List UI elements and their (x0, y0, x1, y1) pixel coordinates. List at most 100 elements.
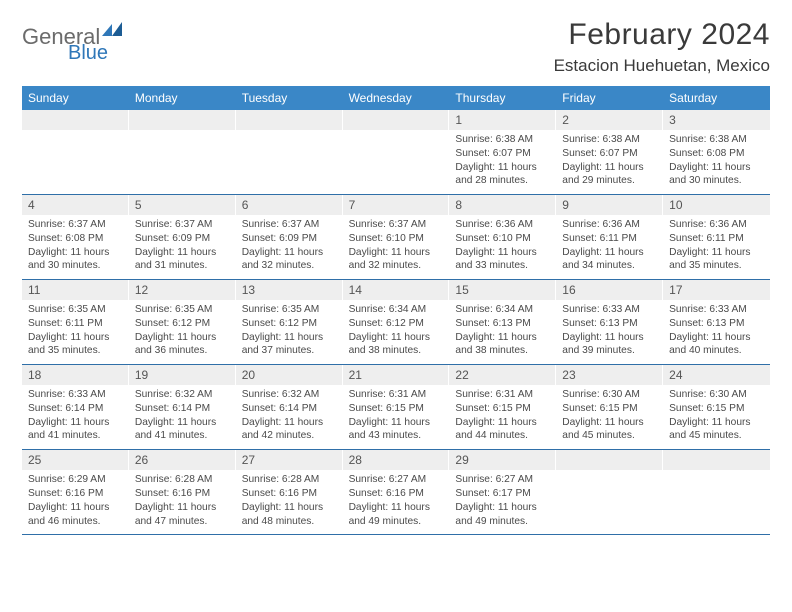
day-content: Sunrise: 6:33 AMSunset: 6:13 PMDaylight:… (663, 300, 770, 364)
sunset-text: Sunset: 6:10 PM (455, 232, 550, 246)
daylight-text: Daylight: 11 hours and 38 minutes. (349, 331, 444, 359)
daylight-text: Daylight: 11 hours and 29 minutes. (562, 161, 657, 189)
daylight-text: Daylight: 11 hours and 43 minutes. (349, 416, 444, 444)
weekday-header: Friday (556, 86, 663, 110)
sunrise-text: Sunrise: 6:36 AM (562, 218, 657, 232)
weekday-header-row: Sunday Monday Tuesday Wednesday Thursday… (22, 86, 770, 110)
sunrise-text: Sunrise: 6:32 AM (242, 388, 337, 402)
day-number: 26 (129, 450, 236, 470)
daylight-text: Daylight: 11 hours and 35 minutes. (28, 331, 123, 359)
day-cell: 26Sunrise: 6:28 AMSunset: 6:16 PMDayligh… (129, 450, 236, 534)
daylight-text: Daylight: 11 hours and 40 minutes. (669, 331, 764, 359)
sunrise-text: Sunrise: 6:36 AM (669, 218, 764, 232)
day-content (663, 470, 770, 532)
day-number: 2 (556, 110, 663, 130)
day-number: 29 (449, 450, 556, 470)
day-number: 23 (556, 365, 663, 385)
daylight-text: Daylight: 11 hours and 32 minutes. (349, 246, 444, 274)
day-content: Sunrise: 6:36 AMSunset: 6:10 PMDaylight:… (449, 215, 556, 279)
sunrise-text: Sunrise: 6:37 AM (135, 218, 230, 232)
week-row: 4Sunrise: 6:37 AMSunset: 6:08 PMDaylight… (22, 195, 770, 280)
day-cell: 4Sunrise: 6:37 AMSunset: 6:08 PMDaylight… (22, 195, 129, 279)
sunrise-text: Sunrise: 6:28 AM (242, 473, 337, 487)
sunset-text: Sunset: 6:11 PM (669, 232, 764, 246)
location-label: Estacion Huehuetan, Mexico (554, 56, 770, 76)
day-cell (129, 110, 236, 194)
sunrise-text: Sunrise: 6:33 AM (562, 303, 657, 317)
daylight-text: Daylight: 11 hours and 35 minutes. (669, 246, 764, 274)
day-number: 22 (449, 365, 556, 385)
calendar-page: General Blue February 2024 Estacion Hueh… (0, 0, 792, 547)
week-row: 1Sunrise: 6:38 AMSunset: 6:07 PMDaylight… (22, 110, 770, 195)
daylight-text: Daylight: 11 hours and 45 minutes. (669, 416, 764, 444)
day-content: Sunrise: 6:38 AMSunset: 6:07 PMDaylight:… (449, 130, 556, 194)
sunrise-text: Sunrise: 6:32 AM (135, 388, 230, 402)
sunrise-text: Sunrise: 6:30 AM (562, 388, 657, 402)
sunset-text: Sunset: 6:11 PM (28, 317, 123, 331)
sunrise-text: Sunrise: 6:37 AM (28, 218, 123, 232)
title-block: February 2024 Estacion Huehuetan, Mexico (554, 18, 770, 76)
day-content: Sunrise: 6:37 AMSunset: 6:08 PMDaylight:… (22, 215, 129, 279)
day-number (236, 110, 343, 130)
day-number: 8 (449, 195, 556, 215)
day-content (129, 130, 236, 192)
week-row: 11Sunrise: 6:35 AMSunset: 6:11 PMDayligh… (22, 280, 770, 365)
sunrise-text: Sunrise: 6:27 AM (455, 473, 550, 487)
sunset-text: Sunset: 6:16 PM (242, 487, 337, 501)
day-cell: 8Sunrise: 6:36 AMSunset: 6:10 PMDaylight… (449, 195, 556, 279)
day-number (556, 450, 663, 470)
week-row: 18Sunrise: 6:33 AMSunset: 6:14 PMDayligh… (22, 365, 770, 450)
logo-text-blue: Blue (68, 42, 108, 65)
day-content: Sunrise: 6:36 AMSunset: 6:11 PMDaylight:… (556, 215, 663, 279)
day-number: 24 (663, 365, 770, 385)
day-cell: 28Sunrise: 6:27 AMSunset: 6:16 PMDayligh… (343, 450, 450, 534)
day-number: 1 (449, 110, 556, 130)
day-number: 14 (343, 280, 450, 300)
daylight-text: Daylight: 11 hours and 28 minutes. (455, 161, 550, 189)
weekday-header: Tuesday (236, 86, 343, 110)
weekday-header: Saturday (663, 86, 770, 110)
day-number: 17 (663, 280, 770, 300)
sunrise-text: Sunrise: 6:31 AM (455, 388, 550, 402)
sunrise-text: Sunrise: 6:38 AM (669, 133, 764, 147)
day-number: 25 (22, 450, 129, 470)
day-cell: 12Sunrise: 6:35 AMSunset: 6:12 PMDayligh… (129, 280, 236, 364)
day-content: Sunrise: 6:30 AMSunset: 6:15 PMDaylight:… (663, 385, 770, 449)
day-number: 12 (129, 280, 236, 300)
header: General Blue February 2024 Estacion Hueh… (22, 18, 770, 76)
sunrise-text: Sunrise: 6:34 AM (455, 303, 550, 317)
day-content: Sunrise: 6:28 AMSunset: 6:16 PMDaylight:… (129, 470, 236, 534)
sunset-text: Sunset: 6:08 PM (28, 232, 123, 246)
day-content (22, 130, 129, 192)
sunset-text: Sunset: 6:13 PM (562, 317, 657, 331)
sunrise-text: Sunrise: 6:30 AM (669, 388, 764, 402)
sunset-text: Sunset: 6:13 PM (669, 317, 764, 331)
daylight-text: Daylight: 11 hours and 48 minutes. (242, 501, 337, 529)
sunset-text: Sunset: 6:15 PM (562, 402, 657, 416)
day-number: 4 (22, 195, 129, 215)
daylight-text: Daylight: 11 hours and 49 minutes. (455, 501, 550, 529)
day-content: Sunrise: 6:37 AMSunset: 6:09 PMDaylight:… (236, 215, 343, 279)
day-cell: 15Sunrise: 6:34 AMSunset: 6:13 PMDayligh… (449, 280, 556, 364)
day-number: 21 (343, 365, 450, 385)
sunset-text: Sunset: 6:14 PM (242, 402, 337, 416)
sunset-text: Sunset: 6:08 PM (669, 147, 764, 161)
day-content: Sunrise: 6:35 AMSunset: 6:12 PMDaylight:… (129, 300, 236, 364)
sunset-text: Sunset: 6:07 PM (562, 147, 657, 161)
sunset-text: Sunset: 6:07 PM (455, 147, 550, 161)
sunset-text: Sunset: 6:10 PM (349, 232, 444, 246)
weekday-header: Monday (129, 86, 236, 110)
day-cell (556, 450, 663, 534)
daylight-text: Daylight: 11 hours and 36 minutes. (135, 331, 230, 359)
day-cell: 7Sunrise: 6:37 AMSunset: 6:10 PMDaylight… (343, 195, 450, 279)
week-row: 25Sunrise: 6:29 AMSunset: 6:16 PMDayligh… (22, 450, 770, 535)
day-number: 16 (556, 280, 663, 300)
day-content: Sunrise: 6:38 AMSunset: 6:07 PMDaylight:… (556, 130, 663, 194)
day-content (236, 130, 343, 192)
daylight-text: Daylight: 11 hours and 30 minutes. (669, 161, 764, 189)
day-number (129, 110, 236, 130)
day-cell: 27Sunrise: 6:28 AMSunset: 6:16 PMDayligh… (236, 450, 343, 534)
day-content: Sunrise: 6:32 AMSunset: 6:14 PMDaylight:… (129, 385, 236, 449)
day-content: Sunrise: 6:38 AMSunset: 6:08 PMDaylight:… (663, 130, 770, 194)
day-number: 5 (129, 195, 236, 215)
